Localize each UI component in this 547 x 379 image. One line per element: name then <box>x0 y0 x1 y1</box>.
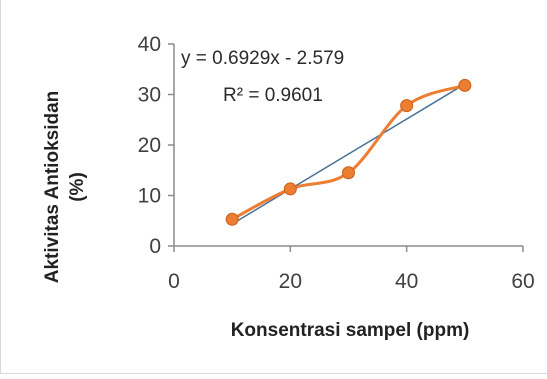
x-tick-label: 0 <box>168 270 180 293</box>
r-squared-label: R² = 0.9601 <box>223 85 323 106</box>
x-axis-title: Konsentrasi sampel (ppm) <box>231 320 470 341</box>
trendline <box>231 83 466 225</box>
y-tick-label: 10 <box>138 185 161 208</box>
series-group <box>225 78 472 226</box>
data-point <box>458 78 472 92</box>
y-tick-label: 0 <box>149 235 161 258</box>
x-tick-label: 60 <box>511 270 534 293</box>
x-tick-label: 20 <box>279 270 302 293</box>
data-point <box>225 212 239 226</box>
y-axis-title-line-2: (%) <box>67 172 88 202</box>
y-tick-label: 40 <box>138 33 161 56</box>
trendline-group <box>231 83 466 225</box>
data-point <box>342 166 355 180</box>
trendline-equation: y = 0.6929x - 2.579 <box>181 48 344 69</box>
y-axis-title-line-1: Aktivitas Antioksidan <box>42 91 63 284</box>
y-tick-label: 20 <box>138 134 161 157</box>
x-tick-labels: 0 20 40 60 <box>168 246 535 293</box>
x-tick-label: 40 <box>395 270 418 293</box>
y-tick-label: 30 <box>138 84 161 107</box>
y-tick-labels: 0 10 20 30 40 <box>138 33 174 258</box>
axes <box>173 44 523 247</box>
data-point <box>283 182 297 196</box>
data-point <box>400 99 414 113</box>
